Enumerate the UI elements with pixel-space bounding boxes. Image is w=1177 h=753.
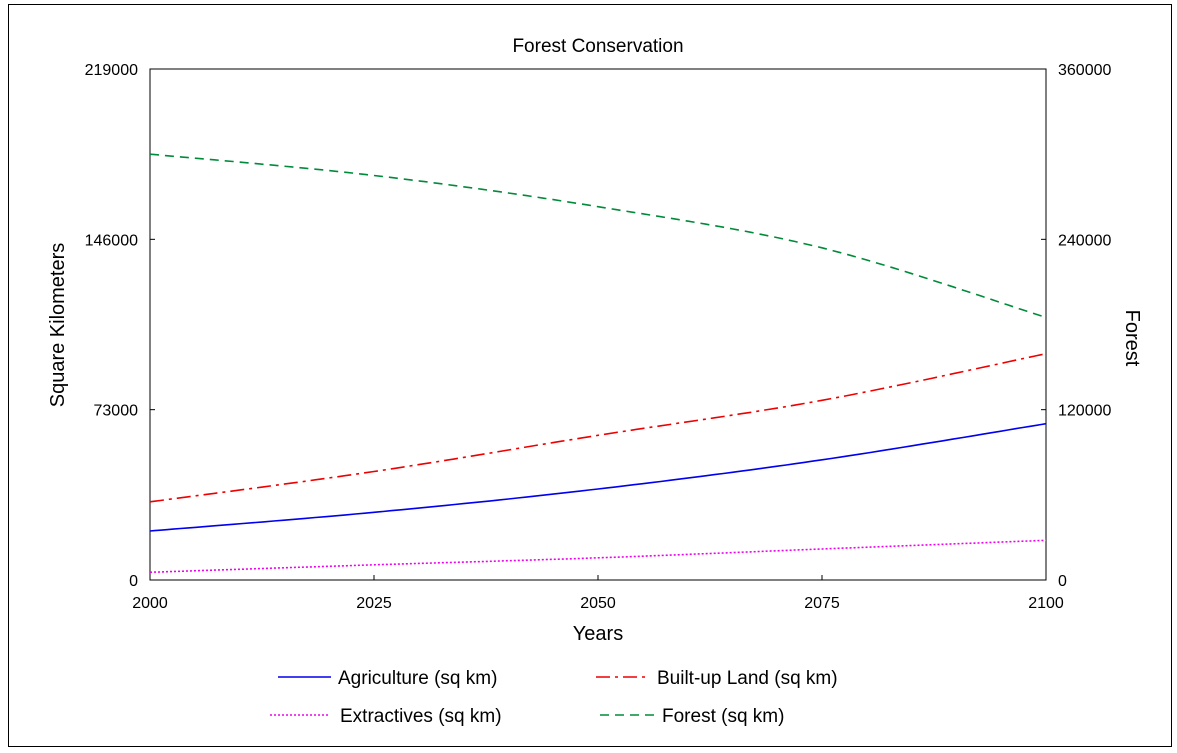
plot-area [149, 68, 1047, 581]
x-axis-label: Years [573, 623, 623, 645]
x-tick-label: 2000 [132, 595, 168, 612]
legend-item-extractives: Extractives (sq km) [270, 706, 502, 727]
x-tick-label: 2050 [580, 595, 616, 612]
legend-label-built-up-land: Built-up Land (sq km) [657, 668, 838, 689]
legend-item-agriculture: Agriculture (sq km) [278, 668, 497, 689]
axes-layer: 2000 2025 2050 2075 2100 0 73000 146000 219000 0 1… [85, 62, 1112, 612]
x-tick-label: 2100 [1028, 595, 1064, 612]
chart-frame [8, 4, 1172, 747]
chart-title: Forest Conservation [512, 36, 683, 57]
x-tick-label: 2025 [356, 595, 392, 612]
series-line-extractives-sq-km [149, 539, 1047, 574]
series-line-forest-sq-km [149, 153, 1047, 319]
y-right-tick-label: 0 [1058, 573, 1067, 590]
series-layer [149, 153, 1047, 574]
legend: Agriculture (sq km) Built-up Land (sq km… [270, 668, 838, 727]
y-axis-label-left: Square Kilometers [47, 243, 69, 408]
y-left-tick-label: 73000 [94, 403, 139, 420]
y-axis-label-right: Forest [1121, 310, 1143, 367]
y-left-tick-label: 219000 [85, 62, 138, 79]
series-line-agriculture-sq-km [149, 422, 1047, 532]
legend-label-forest: Forest (sq km) [662, 706, 784, 727]
y-right-tick-label: 360000 [1058, 62, 1111, 79]
legend-item-built-up-land: Built-up Land (sq km) [596, 668, 838, 689]
series-line-built-up-land-sq-km [149, 352, 1047, 503]
legend-item-forest: Forest (sq km) [600, 706, 784, 727]
y-right-tick-label: 240000 [1058, 232, 1111, 249]
y-left-tick-label: 0 [129, 573, 138, 590]
x-tick-label: 2075 [804, 595, 840, 612]
y-right-tick-label: 120000 [1058, 403, 1111, 420]
legend-label-extractives: Extractives (sq km) [340, 706, 502, 727]
legend-label-agriculture: Agriculture (sq km) [338, 668, 497, 689]
y-left-tick-label: 146000 [85, 232, 138, 249]
